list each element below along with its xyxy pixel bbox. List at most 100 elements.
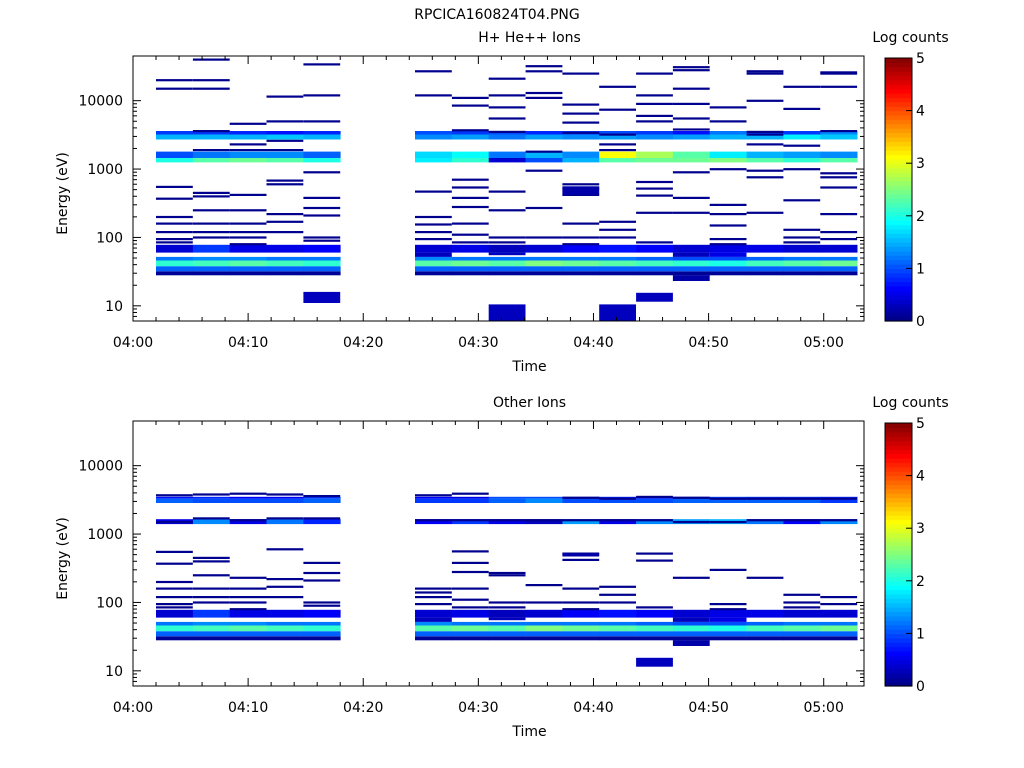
- colorbar-segment: [885, 119, 912, 125]
- heatmap-cell: [229, 519, 267, 522]
- heatmap-cell: [156, 256, 194, 261]
- heatmap-cell: [229, 143, 267, 146]
- heatmap-cell: [156, 185, 193, 188]
- heatmap-cell: [303, 171, 341, 174]
- heatmap-cell: [303, 625, 341, 632]
- heatmap-cell: [636, 158, 674, 163]
- heatmap-cell: [229, 236, 267, 239]
- colorbar-segment: [885, 93, 912, 99]
- heatmap-cell: [488, 271, 526, 276]
- heatmap-cell: [451, 606, 489, 609]
- heatmap-cell: [709, 498, 747, 503]
- heatmap-cell: [562, 193, 600, 196]
- heatmap-cell: [672, 636, 711, 641]
- heatmap-cell: [488, 601, 526, 604]
- heatmap-cell: [746, 498, 784, 503]
- heatmap-cell: [746, 72, 784, 75]
- heatmap-cell: [229, 231, 267, 234]
- heatmap-cell: [192, 517, 230, 520]
- colorbar-segment: [885, 615, 912, 621]
- heatmap-cell: [488, 266, 526, 272]
- heatmap-cell: [451, 196, 489, 199]
- heatmap-cell: [820, 158, 858, 163]
- heatmap-cell: [709, 625, 747, 632]
- heatmap-cell: [599, 593, 636, 596]
- plot-frame: [132, 420, 865, 687]
- heatmap-cell: [451, 636, 490, 641]
- heatmap-cell: [192, 496, 231, 499]
- heatmap-cell: [746, 636, 784, 641]
- heatmap-cell: [636, 519, 673, 522]
- colorbar-segment: [885, 114, 912, 120]
- heatmap-cell: [415, 621, 453, 626]
- heatmap-cell: [451, 134, 490, 140]
- heatmap-cell: [488, 209, 526, 212]
- heatmap-cell: [820, 176, 858, 179]
- heatmap-cell: [636, 72, 673, 75]
- heatmap-cell: [303, 495, 341, 498]
- colorbar-label: Log counts: [872, 30, 948, 46]
- heatmap-cell: [266, 585, 304, 588]
- heatmap-cell: [303, 131, 341, 135]
- colorbar-segment: [885, 580, 912, 586]
- heatmap-cell: [451, 129, 489, 132]
- heatmap-cell: [562, 260, 600, 267]
- heatmap-cell: [192, 493, 230, 496]
- heatmap-cell: [562, 271, 600, 276]
- colorbar-tick-label: 4: [916, 104, 925, 120]
- heatmap-cell: [599, 158, 637, 163]
- heatmap-cell: [525, 260, 563, 267]
- colorbar-segment: [885, 303, 912, 309]
- colorbar-frame: [884, 57, 913, 322]
- heatmap-cell: [783, 636, 821, 641]
- heatmap-cell: [783, 107, 821, 110]
- x-tick-label: 04:20: [343, 700, 383, 716]
- heatmap-cell: [488, 244, 526, 253]
- colorbar-segment: [885, 493, 912, 499]
- heatmap-cell: [562, 158, 600, 163]
- figure-title: RPCICA160824T04.PNG: [414, 7, 579, 23]
- heatmap-cell: [488, 304, 526, 321]
- heatmap-cell: [746, 143, 784, 146]
- heatmap-cell: [303, 63, 341, 66]
- heatmap-cell: [562, 236, 600, 239]
- colorbar-segment: [885, 453, 912, 459]
- heatmap-cell: [525, 236, 563, 239]
- colorbar-segment: [885, 132, 912, 138]
- heatmap-cell: [525, 498, 563, 503]
- heatmap-cell: [451, 256, 490, 261]
- heatmap-cell: [192, 256, 231, 261]
- heatmap-cell: [562, 519, 600, 525]
- colorbar-segment: [885, 554, 912, 560]
- heatmap-cell: [746, 271, 784, 276]
- heatmap-cell: [709, 224, 747, 227]
- heatmap-cell: [488, 498, 526, 503]
- colorbar-segment: [885, 123, 912, 129]
- colorbar-segment: [885, 427, 912, 433]
- heatmap-cell: [672, 521, 710, 524]
- heatmap-cell: [451, 621, 490, 626]
- heatmap-cell: [192, 149, 230, 152]
- colorbar-segment: [885, 136, 912, 142]
- colorbar-segment: [885, 462, 912, 468]
- heatmap-cell: [451, 104, 489, 107]
- heatmap-cell: [488, 158, 526, 163]
- heatmap-cell: [415, 70, 452, 73]
- x-tick-label: 04:10: [228, 700, 268, 716]
- colorbar-segment: [885, 550, 912, 556]
- heatmap-cell: [303, 519, 341, 525]
- heatmap-cell: [672, 617, 710, 622]
- heatmap-cell: [156, 494, 193, 497]
- heatmap-cell: [562, 243, 600, 246]
- y-tick-label: 10000: [78, 94, 123, 110]
- heatmap-cell: [820, 130, 858, 133]
- heatmap-cell: [266, 496, 304, 499]
- heatmap-cell: [266, 134, 304, 140]
- heatmap-cell: [229, 243, 267, 246]
- colorbar-segment: [885, 664, 912, 670]
- heatmap-cell: [451, 266, 490, 272]
- heatmap-cell: [709, 621, 747, 626]
- heatmap-cell: [229, 596, 267, 599]
- heatmap-cell: [783, 601, 821, 604]
- heatmap-cell: [451, 570, 489, 574]
